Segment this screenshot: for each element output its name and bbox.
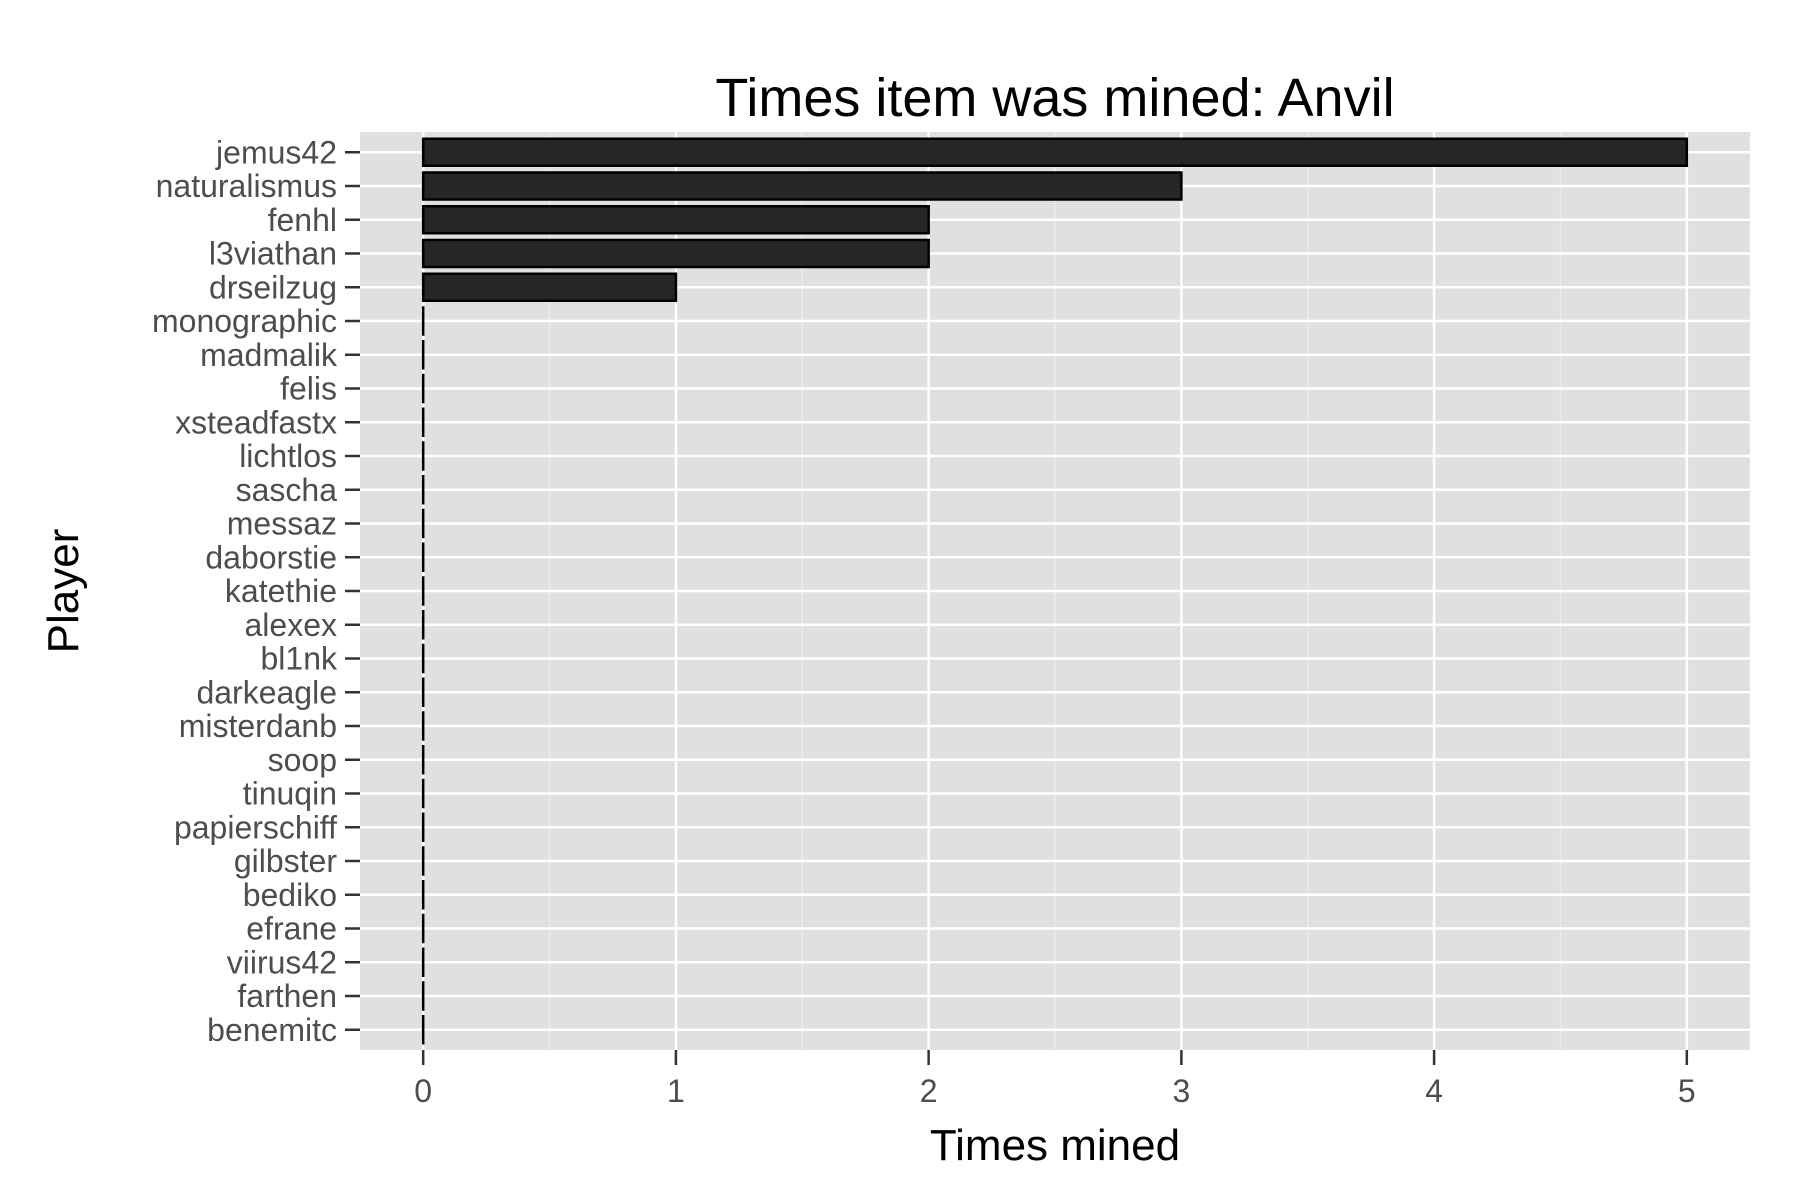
y-tick-label-messaz: messaz <box>227 506 337 542</box>
bar-jemus42 <box>421 137 1689 167</box>
y-tick-label-fenhl: fenhl <box>268 202 337 238</box>
y-tick-label-l3viathan: l3viathan <box>209 236 337 272</box>
x-tick-label-2: 2 <box>920 1073 938 1109</box>
y-tick-label-sascha: sascha <box>236 472 338 508</box>
y-tick-label-soop: soop <box>268 742 337 778</box>
y-tick-label-jemus42: jemus42 <box>215 134 337 170</box>
bars <box>421 137 1689 1045</box>
x-axis-title: Times mined <box>930 1121 1180 1170</box>
y-tick-label-xsteadfastx: xsteadfastx <box>175 404 337 440</box>
y-tick-label-katethie: katethie <box>225 573 337 609</box>
y-tick-label-viirus42: viirus42 <box>227 944 337 980</box>
y-tick-label-lichtlos: lichtlos <box>239 438 337 474</box>
bar-l3viathan <box>421 238 930 269</box>
x-tick-label-5: 5 <box>1678 1073 1696 1109</box>
y-tick-label-monographic: monographic <box>152 303 337 339</box>
bar-fenhl <box>421 205 930 235</box>
y-tick-label-bediko: bediko <box>243 877 337 913</box>
y-tick-label-farthen: farthen <box>237 978 337 1014</box>
x-tick-label-4: 4 <box>1425 1073 1443 1109</box>
y-tick-label-bl1nk: bl1nk <box>261 641 339 677</box>
y-tick-label-misterdanb: misterdanb <box>179 708 337 744</box>
y-tick-label-darkeagle: darkeagle <box>196 674 337 710</box>
y-tick-label-tinuqin: tinuqin <box>243 776 337 812</box>
chart-title: Times item was mined: Anvil <box>715 68 1394 128</box>
bar-drseilzug <box>421 272 678 302</box>
y-tick-label-felis: felis <box>280 371 337 407</box>
y-tick-label-benemitc: benemitc <box>207 1012 337 1048</box>
y-tick-label-madmalik: madmalik <box>200 337 338 373</box>
y-tick-label-drseilzug: drseilzug <box>209 269 337 305</box>
y-tick-label-naturalismus: naturalismus <box>156 168 337 204</box>
x-tick-label-1: 1 <box>667 1073 685 1109</box>
y-tick-label-efrane: efrane <box>246 911 337 947</box>
major-gridlines <box>360 132 1750 1050</box>
x-axis: 0 1 2 3 4 5 <box>414 1050 1696 1109</box>
y-tick-label-gilbster: gilbster <box>234 843 338 879</box>
y-axis-title: Player <box>39 529 88 654</box>
y-tick-label-papierschiff: papierschiff <box>174 809 337 845</box>
y-tick-label-daborstie: daborstie <box>205 539 337 575</box>
bar-naturalismus <box>421 171 1183 201</box>
y-axis: jemus42naturalismusfenhll3viathandrseilz… <box>152 134 360 1048</box>
y-tick-label-alexex: alexex <box>245 607 338 643</box>
x-tick-label-3: 3 <box>1172 1073 1190 1109</box>
x-tick-label-0: 0 <box>414 1073 432 1109</box>
